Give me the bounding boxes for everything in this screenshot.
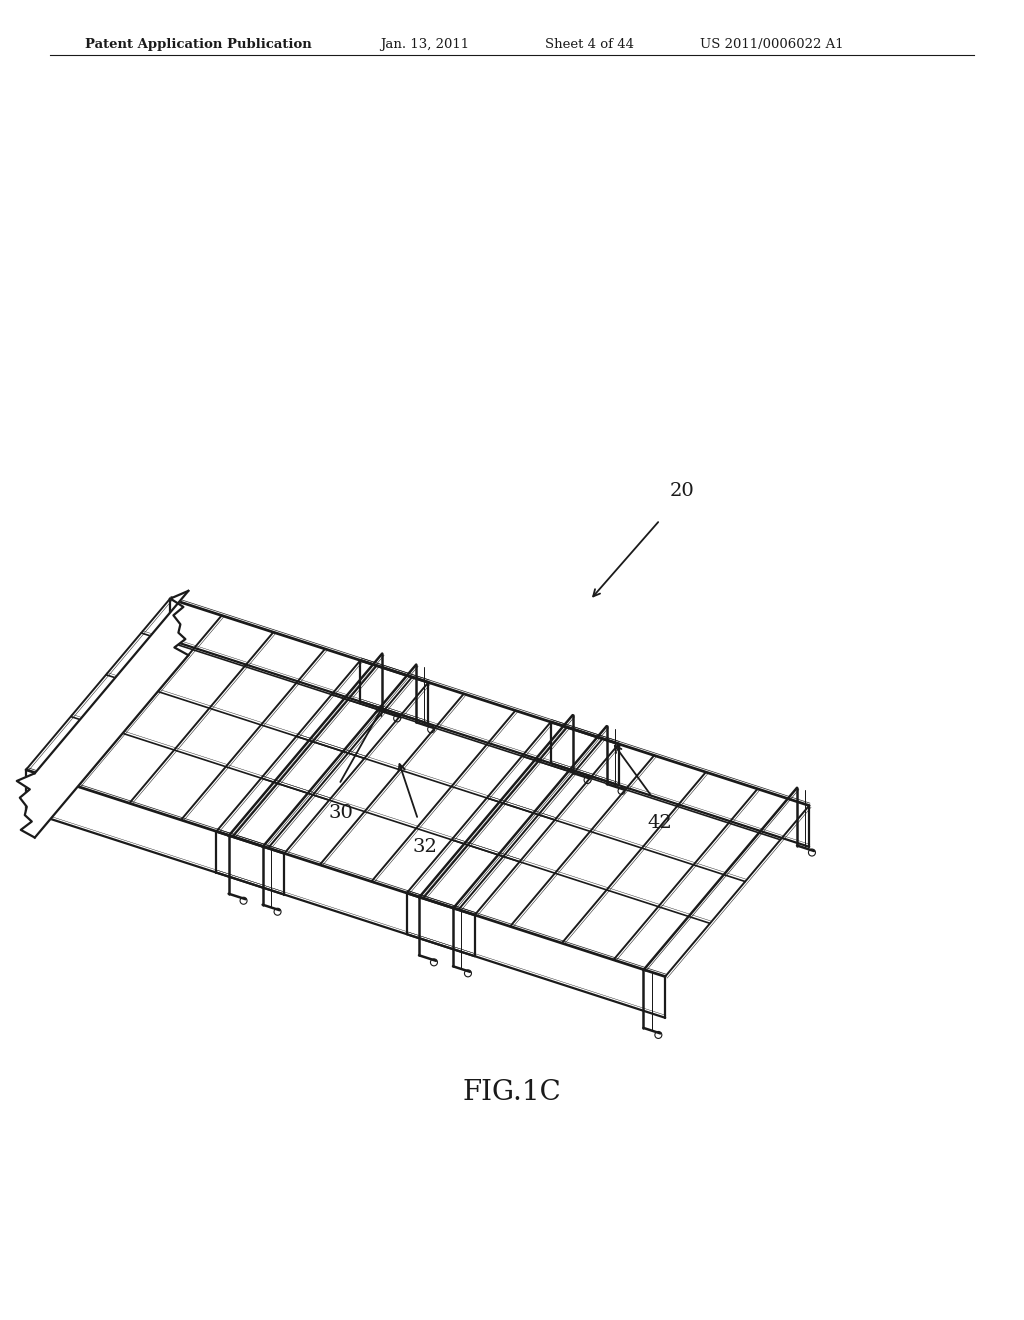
Polygon shape xyxy=(16,591,188,838)
Text: FIG.1C: FIG.1C xyxy=(463,1078,561,1106)
Text: US 2011/0006022 A1: US 2011/0006022 A1 xyxy=(700,38,844,51)
Text: Sheet 4 of 44: Sheet 4 of 44 xyxy=(545,38,634,51)
Text: 42: 42 xyxy=(647,813,672,832)
Text: 30: 30 xyxy=(329,804,354,822)
Text: Jan. 13, 2011: Jan. 13, 2011 xyxy=(380,38,469,51)
Text: 20: 20 xyxy=(670,482,694,500)
Text: Patent Application Publication: Patent Application Publication xyxy=(85,38,311,51)
Text: 32: 32 xyxy=(413,838,438,855)
